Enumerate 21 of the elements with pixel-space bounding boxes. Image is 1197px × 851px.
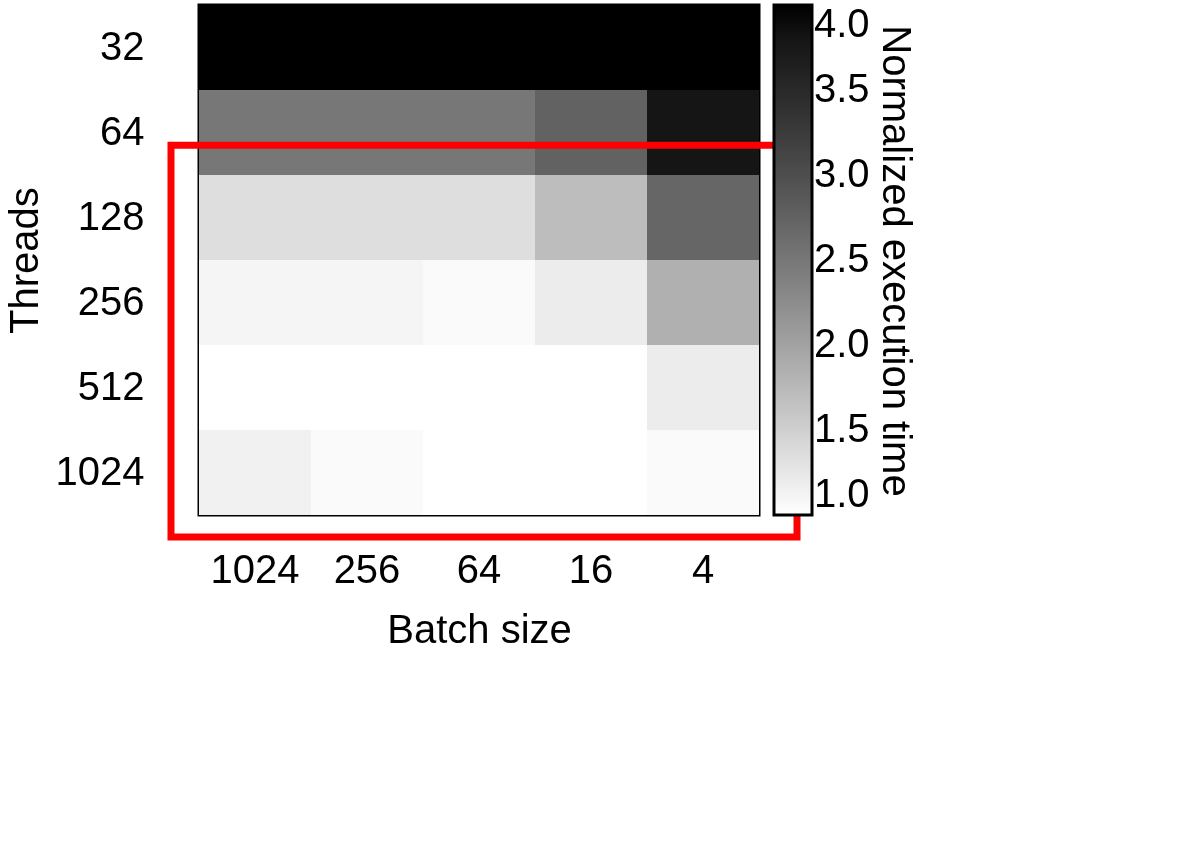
color-bar-title: Normalized execution time [875,25,919,497]
color-bar-label: 2.0 [814,321,870,365]
y-tick-label: 64 [100,108,145,153]
color-bar-label: 1.5 [814,406,870,450]
y-tick-label: 256 [77,278,145,323]
x-tick-label: 4 [691,546,715,591]
x-tick-label: 16 [568,546,614,591]
color-bar-label: 3.0 [814,151,870,195]
y-axis-title: Threads [1,187,46,334]
y-tick-label: 32 [100,23,145,68]
y-tick-label: 1024 [55,448,145,493]
x-tick-label: 1024 [210,546,300,591]
x-axis-title: Batch size [387,606,572,651]
x-tick-label: 64 [456,546,502,591]
y-tick-label: 512 [77,363,145,408]
color-bar-label: 3.5 [814,66,870,110]
color-bar-label: 2.5 [814,236,870,280]
x-tick-label: 256 [333,546,401,591]
color-bar-label: 4.0 [814,1,870,45]
color-bar-label: 1.0 [814,471,870,515]
y-tick-label: 128 [77,193,145,238]
